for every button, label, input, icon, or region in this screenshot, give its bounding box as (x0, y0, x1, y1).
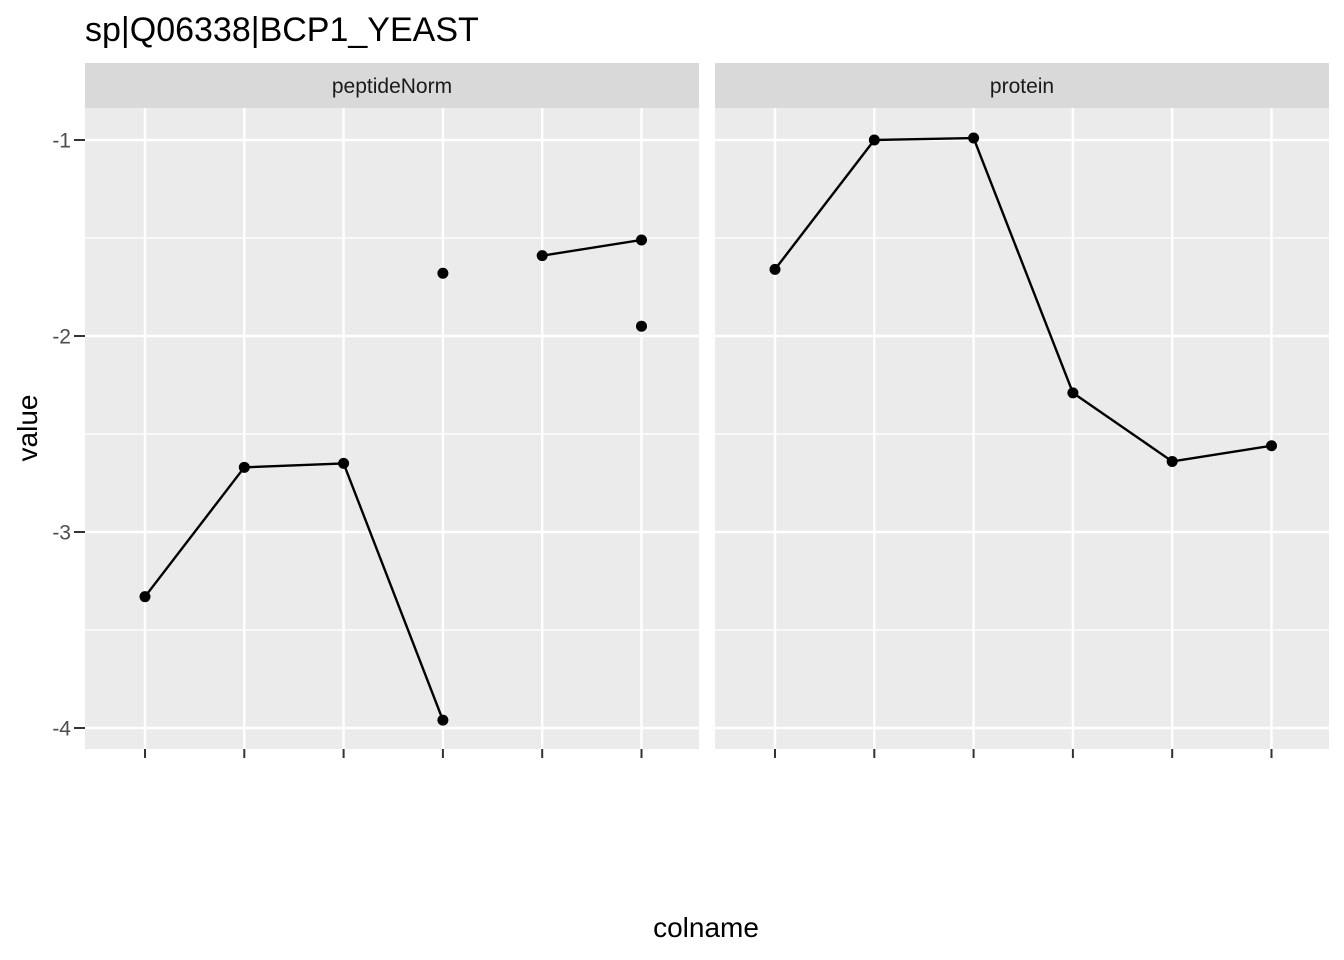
data-point (868, 134, 880, 146)
chart-title: sp|Q06338|BCP1_YEAST (85, 11, 479, 49)
data-point (139, 591, 151, 603)
facet-peptideNorm: peptideNorm Intensity.6A_7 Intensity.6A_8 I… (85, 63, 699, 960)
data-point (769, 263, 781, 275)
series-0 (139, 457, 449, 726)
data-point (1166, 455, 1178, 467)
facet-strip (85, 63, 699, 108)
series-2 (536, 234, 647, 262)
x-tick-label: Intensity.6A_9 (929, 835, 985, 960)
y-axis-title: value (12, 395, 43, 462)
data-point (338, 457, 350, 469)
y-tick-label: -3 (52, 522, 71, 545)
x-tick-label: Intensity.6B_8 (498, 835, 554, 960)
x-tick-label: Intensity.6A_9 (299, 835, 355, 960)
data-point (636, 234, 647, 246)
series-line-segment (144, 466, 246, 598)
x-tick-label: Intensity.6B_8 (1128, 835, 1184, 960)
y-axis-labels: -1 -2 -3 -4 (52, 130, 85, 741)
series-1 (437, 267, 449, 279)
facet-strip (715, 63, 1329, 108)
data-point (536, 250, 548, 262)
data-point (437, 267, 449, 279)
facet-panels: peptideNorm Intensity.6A_7 Intensity.6A_8 I… (85, 63, 1329, 960)
panel-background (715, 108, 1329, 749)
y-tick-label: -1 (52, 130, 71, 153)
series-line-segment (542, 238, 642, 257)
x-axis-title: colname (653, 912, 759, 943)
series-line-segment (1072, 391, 1173, 463)
facet-strip-label: peptideNorm (332, 75, 452, 98)
data-point (437, 714, 449, 726)
x-tick-label: Intensity.6B_9 (597, 835, 653, 960)
series-line-segment (1172, 444, 1272, 463)
data-point (238, 461, 250, 473)
series-3 (636, 320, 647, 332)
y-tick-label: -2 (52, 326, 71, 349)
data-point (636, 320, 647, 332)
series-0 (769, 132, 1277, 467)
x-tick-label: Intensity.6B_7 (1028, 835, 1084, 960)
y-tick-label: -4 (52, 718, 71, 741)
x-tick-label: Intensity.6B_9 (1227, 835, 1283, 960)
data-point (1266, 440, 1277, 452)
x-tick-label: Intensity.6A_8 (200, 835, 256, 960)
facet-strip-label: protein (990, 75, 1054, 98)
x-tick-label: Intensity.6A_8 (830, 835, 886, 960)
x-tick-label: Intensity.6B_7 (398, 835, 454, 960)
series-line-segment (972, 137, 1075, 394)
series-line-segment (244, 462, 344, 469)
data-point (968, 132, 980, 144)
series-line-segment (342, 462, 445, 721)
panel-background (85, 108, 699, 749)
x-tick-label: Intensity.6A_7 (101, 835, 157, 960)
series-line-segment (874, 136, 974, 142)
series-line-segment (774, 139, 876, 271)
data-point (1067, 387, 1079, 399)
